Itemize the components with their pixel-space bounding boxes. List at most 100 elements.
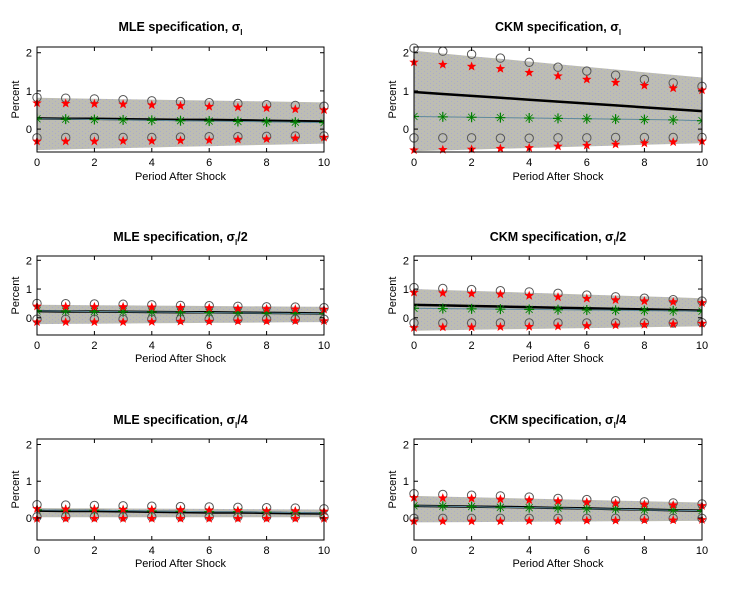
x-tick-label: 2	[91, 340, 97, 352]
asterisk-stroke	[611, 306, 620, 315]
y-tick-label: 0	[26, 513, 32, 525]
asterisk-marker	[60, 114, 71, 125]
star-marker	[204, 513, 214, 523]
star-marker	[118, 301, 128, 311]
x-tick-label: 2	[91, 157, 97, 169]
asterisk-stroke	[467, 305, 476, 313]
star-marker	[582, 515, 592, 525]
star-marker	[438, 516, 448, 526]
y-axis-label: Percent	[387, 81, 399, 119]
star-marker	[438, 322, 448, 332]
x-axis-label: Period After Shock	[512, 558, 604, 570]
x-tick-label: 8	[641, 157, 647, 169]
x-tick-label: 4	[526, 157, 532, 169]
asterisk-stroke	[554, 504, 562, 512]
asterisk-stroke	[525, 305, 533, 314]
circle-marker	[290, 512, 300, 522]
asterisk-stroke	[148, 116, 156, 125]
x-tick-label: 8	[641, 545, 647, 557]
asterisk-stroke	[583, 504, 591, 513]
asterisk-marker	[495, 502, 506, 513]
title-text: MLE specification, σ	[113, 413, 235, 427]
star-marker	[495, 321, 506, 331]
star-marker	[553, 496, 563, 506]
star-marker	[147, 135, 157, 145]
star-marker	[610, 139, 621, 149]
star-marker	[524, 494, 534, 505]
star-marker	[668, 83, 678, 93]
star-marker	[495, 63, 506, 73]
x-axis-label: Period After Shock	[512, 171, 604, 183]
asterisk-marker	[524, 304, 535, 315]
star-marker	[639, 138, 650, 148]
asterisk-marker	[319, 117, 324, 128]
star-marker	[261, 316, 272, 326]
star-marker	[466, 516, 477, 526]
asterisk-stroke	[496, 113, 505, 122]
subplot-title: MLE specification, σl/2	[113, 230, 247, 247]
star-marker	[290, 315, 301, 325]
plot-area	[37, 97, 324, 151]
asterisk-marker	[668, 305, 679, 316]
series-point-estimate	[414, 90, 702, 113]
star-marker	[290, 513, 301, 523]
y-tick-label: 2	[403, 255, 409, 267]
x-tick-label: 10	[318, 340, 330, 352]
circle-marker	[261, 512, 272, 522]
asterisk-marker	[118, 114, 129, 125]
asterisk-marker	[581, 113, 592, 124]
asterisk-marker	[414, 111, 419, 122]
asterisk-marker	[466, 303, 477, 314]
title-suffix: /2	[237, 230, 247, 244]
asterisk-marker	[610, 305, 621, 316]
star-marker	[495, 289, 506, 299]
star-marker	[553, 141, 563, 151]
x-tick-label: 4	[526, 340, 532, 352]
circle-marker	[60, 512, 71, 522]
y-tick-label: 1	[403, 86, 409, 98]
circle-marker	[639, 318, 650, 328]
point-estimate-line	[414, 90, 702, 113]
asterisk-marker	[610, 114, 621, 125]
circle-marker	[89, 512, 100, 522]
title-text: MLE specification, σ	[119, 20, 241, 34]
asterisk-stroke	[640, 306, 649, 315]
star-marker	[89, 317, 100, 327]
star-marker	[204, 135, 214, 145]
title-suffix: /4	[237, 413, 247, 427]
y-tick-label: 2	[403, 440, 409, 452]
title-subscript: l	[235, 421, 237, 430]
y-tick-label: 2	[26, 48, 32, 60]
asterisk-marker	[639, 305, 650, 316]
star-marker	[147, 302, 157, 312]
asterisk-stroke	[414, 307, 418, 313]
x-tick-label: 2	[469, 340, 475, 352]
asterisk-stroke	[320, 313, 324, 318]
x-axis-label: Period After Shock	[135, 353, 227, 365]
y-tick-label: 2	[26, 255, 32, 267]
star-marker	[553, 515, 563, 525]
circle-marker	[261, 302, 272, 312]
subplot-6: CKM specification, σl/4 0 2 4 6 8 10 0 1 2 Period …	[387, 413, 708, 570]
asterisk-marker	[610, 504, 621, 515]
plot-area	[414, 50, 702, 152]
circle-marker	[290, 302, 300, 312]
subplot-1: MLE specification, σl 0 2 4 6 8 10 0 1 2 Period Af…	[10, 20, 330, 183]
asterisk-stroke	[698, 120, 702, 125]
star-marker	[261, 505, 272, 516]
star-marker	[466, 288, 477, 298]
star-marker	[668, 137, 678, 147]
star-marker	[118, 317, 128, 327]
x-tick-label: 6	[206, 340, 212, 352]
plot-area	[414, 495, 702, 523]
asterisk-stroke	[234, 117, 242, 126]
star-marker	[290, 505, 301, 516]
asterisk-marker	[581, 305, 592, 316]
asterisk-stroke	[37, 310, 41, 315]
title-subscript: l	[614, 421, 616, 430]
asterisk-marker	[437, 303, 448, 314]
asterisk-stroke	[439, 113, 447, 121]
star-marker	[60, 513, 71, 523]
star-marker	[582, 140, 592, 150]
star-marker	[60, 504, 71, 514]
